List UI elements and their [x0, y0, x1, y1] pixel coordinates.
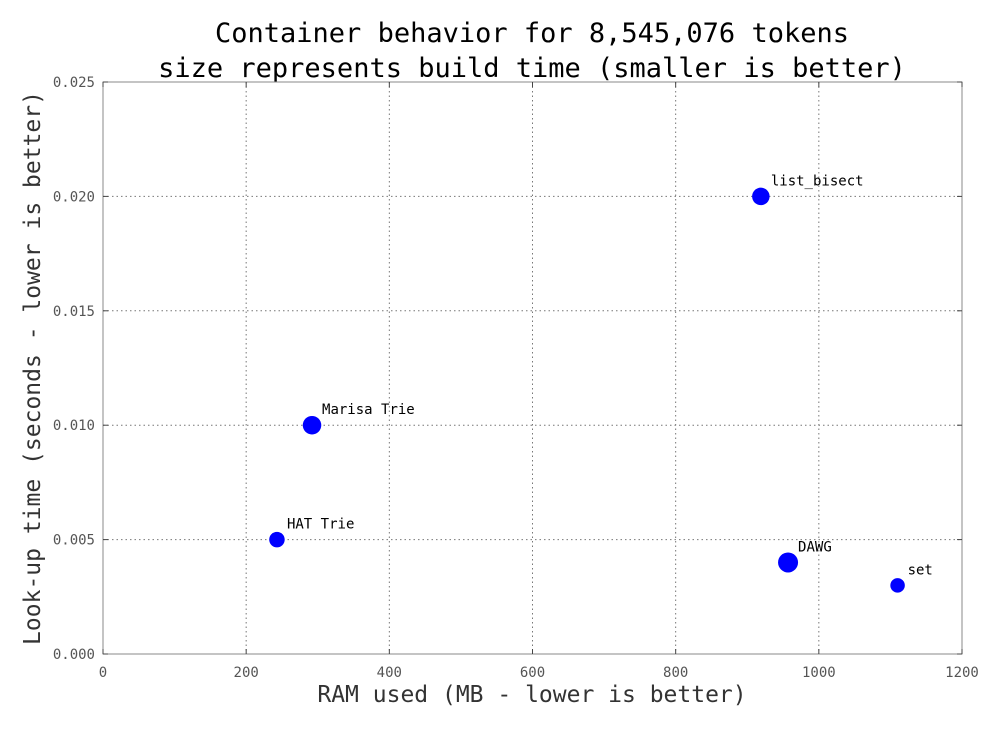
data-point — [752, 187, 770, 206]
x-axis-label: RAM used (MB - lower is better) — [317, 682, 746, 708]
y-tick-label: 0.020 — [53, 189, 95, 205]
y-tick-label: 0.025 — [53, 75, 95, 91]
data-point — [778, 552, 799, 573]
y-axis-label: Look-up time (seconds - lower is better) — [20, 91, 46, 645]
chart-subtitle: size represents build time (smaller is b… — [158, 53, 906, 84]
y-tick-label: 0.005 — [53, 533, 95, 549]
x-tick-label: 800 — [663, 665, 688, 681]
x-tick-label: 200 — [234, 665, 259, 681]
y-tick-label: 0.010 — [53, 418, 95, 434]
x-tick-label: 1200 — [945, 665, 979, 681]
data-point-label: list_bisect — [771, 173, 864, 189]
x-tick-label: 600 — [520, 665, 545, 681]
data-point-label: Marisa Trie — [322, 402, 415, 418]
grid-lines — [103, 82, 962, 654]
y-tick-label: 0.015 — [53, 304, 95, 320]
x-tick-label: 1000 — [802, 665, 836, 681]
chart-title: Container behavior for 8,545,076 tokens — [215, 18, 849, 49]
x-tick-label: 0 — [99, 665, 107, 681]
data-point — [890, 578, 905, 593]
y-tick-label: 0.000 — [53, 647, 95, 663]
data-point — [302, 415, 322, 435]
data-point-label: DAWG — [798, 539, 832, 555]
data-point — [269, 531, 285, 548]
x-tick-label: 400 — [377, 665, 402, 681]
data-point-label: set — [908, 562, 933, 578]
axis-ticks: 0 200 400 600 800 1000 1200 0.000 0.005 0.010 0.01… — [53, 75, 979, 681]
data-points: HAT Trie Marisa Trie list_bisect DAWG set — [269, 173, 933, 593]
data-point-label: HAT Trie — [287, 517, 354, 533]
